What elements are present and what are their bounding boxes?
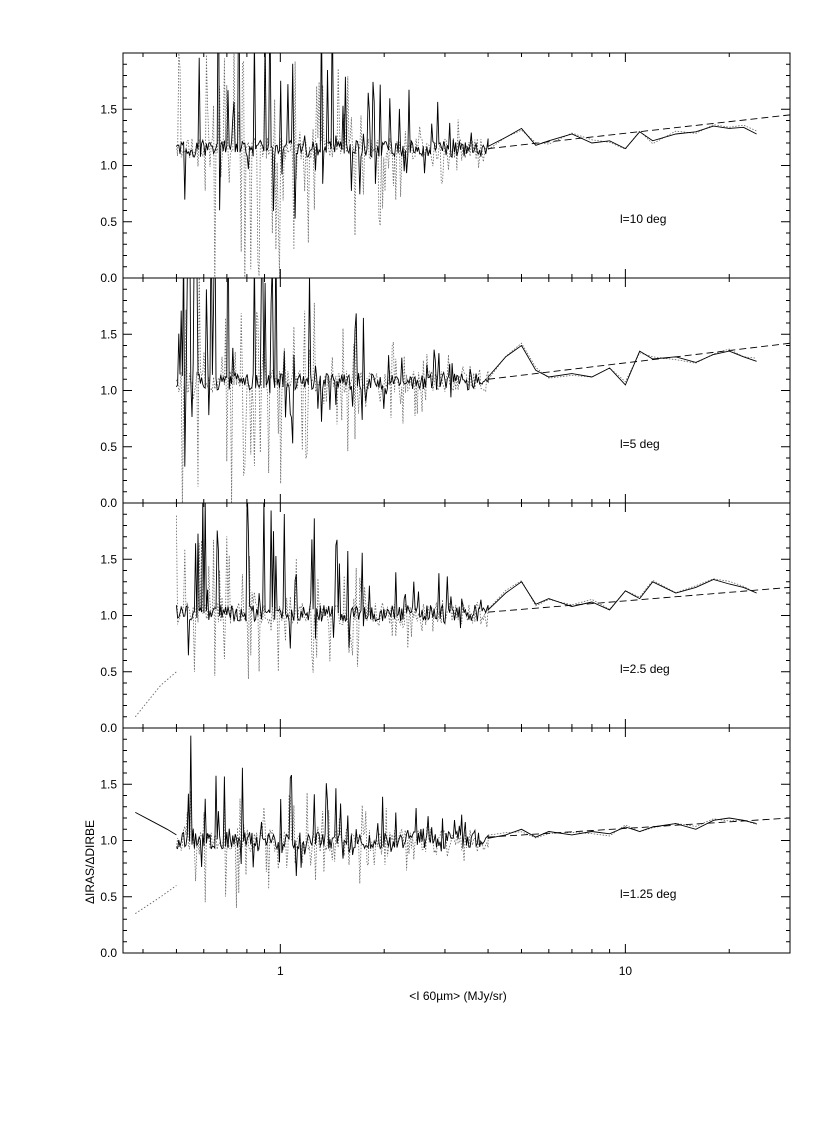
fit-line [488, 586, 790, 613]
series-solid [176, 735, 757, 877]
panel: 0.0 0.5 1.0 1.5 l=5 deg [100, 277, 791, 510]
y-tick-label: 1.5 [100, 777, 117, 791]
series-dotted [176, 278, 757, 503]
panel-label: l=2.5 deg [620, 662, 670, 676]
y-tick-label: 1.0 [100, 609, 117, 623]
series-dotted [176, 515, 757, 680]
plot-frame [122, 502, 791, 729]
panel-label: l=5 deg [620, 437, 660, 451]
y-tick-label: 0.0 [100, 946, 117, 960]
series-solid-left [135, 812, 177, 836]
x-tick-label: 1 [277, 964, 284, 978]
plot-frame [122, 52, 791, 279]
y-tick-label: 1.5 [100, 327, 117, 341]
y-tick-label: 1.0 [100, 834, 117, 848]
y-tick-label: 0.0 [100, 721, 117, 735]
y-tick-label: 1.5 [100, 552, 117, 566]
x-axis-title: <I 60µm> (MJy/sr) [409, 989, 507, 1003]
series-solid [175, 503, 757, 656]
fit-line [488, 342, 790, 380]
y-tick-label: 0.5 [100, 890, 117, 904]
panel: 0.0 0.5 1.0 1.5 l=10 deg [100, 52, 791, 285]
plot-frame [122, 277, 791, 504]
plot-area [176, 278, 790, 503]
series-solid [176, 278, 757, 467]
x-tick-label: 10 [619, 964, 633, 978]
y-tick-label: 0.5 [100, 440, 117, 454]
y-tick-label: 1.0 [100, 384, 117, 398]
y-tick-label: 1.0 [100, 159, 117, 173]
y-tick-label: 0.0 [100, 271, 117, 285]
series-dotted-left [134, 671, 177, 718]
y-tick-label: 0.5 [100, 665, 117, 679]
fit-line [488, 817, 790, 838]
panel: 0.0 0.5 1.0 1.5 l=1.25 deg [100, 727, 791, 960]
y-tick-label: 0.5 [100, 215, 117, 229]
panel-label: l=10 deg [620, 212, 666, 226]
panel-label: l=1.25 deg [620, 887, 676, 901]
y-axis-title: ΔIRAS/ΔDIRBE [83, 820, 97, 904]
plot-area [176, 53, 790, 278]
panel: 0.0 0.5 1.0 1.5 l=2.5 deg [100, 502, 791, 735]
plot-area [135, 735, 790, 914]
y-tick-label: 1.5 [100, 102, 117, 116]
series-solid [176, 53, 757, 219]
series-dotted-left [135, 885, 177, 914]
y-tick-label: 0.0 [100, 496, 117, 510]
series-dotted [176, 53, 757, 278]
fit-line [488, 114, 790, 150]
plot-area [134, 503, 790, 718]
